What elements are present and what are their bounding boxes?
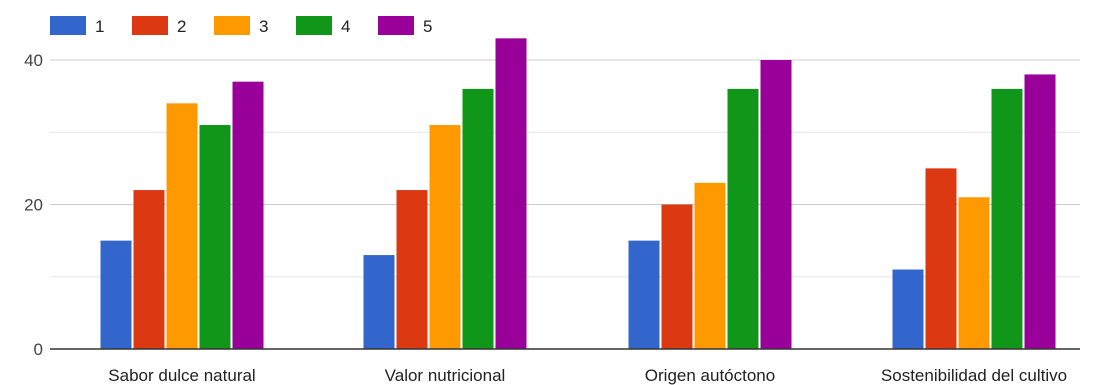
bar-2-1: [133, 190, 165, 349]
legend-swatch: [132, 16, 168, 35]
bar-4-2: [462, 88, 494, 350]
legend-item-2: 2: [132, 16, 186, 36]
legend: 1 2 3 4 5: [50, 16, 432, 36]
bar-1-2: [363, 255, 395, 349]
x-axis-categories: Sabor dulce natural Valor nutricional Orig…: [108, 366, 1067, 385]
bar-2-2: [396, 190, 428, 349]
bar-1-3: [628, 240, 660, 349]
legend-item-4: 4: [296, 16, 350, 36]
legend-label: 2: [177, 17, 186, 36]
x-category-label: Valor nutricional: [385, 366, 506, 385]
legend-label: 1: [95, 17, 104, 36]
bar-2-3: [661, 204, 693, 349]
bar-5-2: [495, 38, 527, 349]
legend-label: 3: [259, 17, 268, 36]
bar-4-3: [727, 88, 759, 350]
y-tick-label: 20: [24, 196, 43, 215]
y-tick-label: 0: [34, 340, 43, 359]
y-axis-ticks: 0 20 40: [24, 51, 43, 359]
legend-item-3: 3: [214, 16, 268, 36]
legend-label: 5: [423, 17, 432, 36]
bars: [100, 38, 1056, 350]
bar-4-1: [199, 125, 231, 350]
legend-label: 4: [341, 17, 350, 36]
bar-2-4: [925, 168, 957, 349]
x-category-label: Origen autóctono: [645, 366, 775, 385]
bar-1-4: [892, 269, 924, 349]
bar-5-4: [1024, 74, 1056, 349]
bar-5-3: [760, 60, 792, 349]
bar-3-1: [166, 103, 198, 349]
x-category-label: Sabor dulce natural: [108, 366, 255, 385]
legend-item-5: 5: [378, 16, 432, 36]
bar-5-1: [232, 81, 264, 350]
legend-swatch: [50, 16, 86, 35]
bar-3-2: [429, 125, 461, 350]
bar-3-3: [694, 182, 726, 349]
bar-4-4: [991, 88, 1023, 350]
bar-3-4: [958, 197, 990, 349]
legend-item-1: 1: [50, 16, 104, 36]
bar-1-1: [100, 240, 132, 349]
x-category-label: Sostenibilidad del cultivo: [881, 366, 1067, 385]
y-tick-label: 40: [24, 51, 43, 70]
legend-swatch: [214, 16, 250, 35]
legend-swatch: [378, 16, 414, 35]
legend-swatch: [296, 16, 332, 35]
